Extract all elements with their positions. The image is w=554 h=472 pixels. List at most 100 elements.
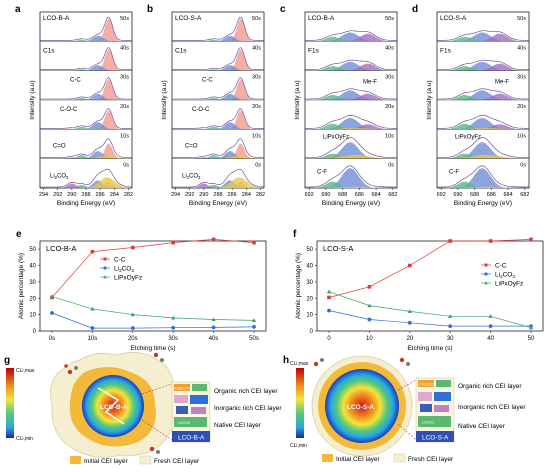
- y-tick-label: 30: [29, 280, 36, 286]
- x-tick-label: 292: [53, 192, 62, 198]
- y-tick-label: 20: [306, 296, 313, 302]
- xps-peak: [172, 155, 264, 159]
- inset-li2co3-label: Li2CO3: [422, 421, 434, 425]
- x-tick-label: 688: [338, 192, 347, 198]
- legend-label: LiPxOyFz: [114, 274, 142, 281]
- x-tick-label: 294: [171, 192, 180, 198]
- annotation-cf: C-F: [449, 170, 459, 176]
- series-line: [328, 239, 532, 298]
- data-point: [171, 325, 176, 330]
- xps-envelope: [437, 165, 529, 188]
- etch-time-label: 40s: [252, 45, 261, 51]
- xps-peak: [305, 94, 397, 100]
- annotation-co: C=O: [185, 143, 198, 149]
- legend-marker: [484, 263, 488, 267]
- x-tick-label: 282: [124, 192, 133, 198]
- inset-block: [190, 395, 208, 404]
- y-tick-label: 0: [310, 329, 314, 335]
- zoom-line: [141, 383, 173, 395]
- x-tick-label: 690: [453, 192, 462, 198]
- xps-peak: [172, 39, 264, 42]
- lco-particle-core: [325, 369, 399, 443]
- annotation-co: C=O: [53, 143, 66, 149]
- y-tick-label: 10: [29, 313, 36, 319]
- x-tick-label: 50s: [249, 336, 259, 342]
- etch-time-label: 20s: [120, 104, 129, 110]
- inset-block: [174, 395, 188, 403]
- inset-ch2co3-block: [418, 380, 434, 387]
- x-tick-label: 294: [39, 192, 48, 198]
- data-point: [130, 326, 135, 330]
- xps-envelope: [305, 137, 398, 158]
- xps-peak: [437, 123, 529, 130]
- series-line: [51, 239, 255, 298]
- xps-peak: [437, 32, 529, 42]
- etch-time-label: 50s: [385, 16, 394, 22]
- x-tick-label: 288: [81, 192, 90, 198]
- xps-peak: [437, 124, 529, 130]
- xps-peak: [40, 126, 132, 130]
- etch-time-label: 30s: [385, 75, 394, 81]
- xps-peak: [437, 94, 529, 100]
- xps-peak: [437, 63, 529, 71]
- etch-time-label: 40s: [120, 45, 129, 51]
- inset-block: [434, 405, 449, 412]
- layer-label-native: Native CEI layer: [458, 423, 506, 430]
- data-point: [488, 314, 493, 318]
- data-point: [211, 325, 216, 330]
- data-point: [90, 306, 95, 311]
- x-tick-label: 286: [228, 192, 237, 198]
- series-line: [328, 310, 531, 327]
- x-tick-label: 692: [437, 192, 446, 198]
- etch-time-label: 0s: [123, 163, 129, 169]
- inset-lif-block: [420, 404, 432, 412]
- element-label: F1s: [440, 47, 452, 54]
- electrolyte-molecule-icon: [399, 357, 405, 363]
- sample-label: LCO-B-A: [308, 15, 335, 22]
- etch-time-label: 20s: [517, 104, 526, 110]
- inset-ch2co3-label: CH2CO3: [419, 383, 434, 387]
- annotation-li2co3: Li2CO3: [50, 174, 69, 181]
- panel-letter-h: h: [283, 355, 289, 366]
- etch-time-label: 30s: [252, 75, 261, 81]
- legend-marker: [484, 272, 488, 276]
- xps-envelope: [437, 114, 529, 129]
- x-tick-label: 288: [213, 192, 222, 198]
- data-point: [367, 303, 372, 308]
- xps-peak: [40, 110, 132, 130]
- particle-crack: [97, 387, 125, 425]
- data-point: [252, 240, 256, 245]
- xps-peak: [40, 177, 132, 188]
- x-tick-label: 290: [199, 192, 208, 198]
- inset-lif-block: [176, 406, 188, 414]
- data-point: [529, 237, 533, 242]
- xps-peak: [172, 97, 264, 100]
- xps-envelope: [437, 30, 529, 41]
- xps-peak: [305, 61, 397, 71]
- xps-peak: [437, 128, 529, 130]
- xps-peak: [40, 18, 132, 42]
- electrolyte-molecule-icon: [406, 362, 410, 366]
- inset-sample-label: LCO-S-A: [422, 435, 449, 442]
- plot-frame: [316, 240, 544, 332]
- legend-initial-swatch: [70, 456, 81, 464]
- x-tick-label: 30: [447, 336, 454, 342]
- xps-peak: [40, 143, 132, 159]
- data-point: [326, 289, 332, 294]
- x-tick-label: 40s: [209, 336, 219, 342]
- etch-time-label: 20s: [385, 104, 394, 110]
- xps-envelope: [172, 168, 265, 188]
- xps-peak: [437, 181, 529, 188]
- inset-li2co3-label: Li2CO3: [178, 421, 190, 425]
- inset-native-block: [418, 416, 451, 427]
- annotation-li2co3: Li2CO3: [182, 174, 201, 181]
- xps-peak: [437, 168, 529, 188]
- xps-envelope: [40, 16, 132, 41]
- xps-envelope: [305, 30, 397, 41]
- xps-peak: [437, 153, 529, 159]
- data-point: [367, 317, 372, 322]
- panel-letter: a: [15, 4, 21, 15]
- x-axis-label: Binding Energy (eV): [189, 200, 247, 207]
- xps-peak: [437, 66, 529, 71]
- x-tick-label: 682: [388, 192, 397, 198]
